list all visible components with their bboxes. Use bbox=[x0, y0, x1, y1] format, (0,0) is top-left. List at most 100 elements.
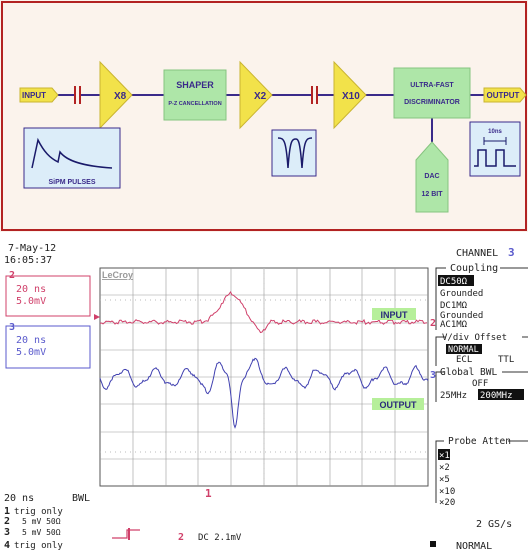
probe-option-4[interactable]: ×10 bbox=[439, 487, 455, 497]
pulse-width-label: 10ns bbox=[488, 129, 502, 135]
trigger-edge-icon bbox=[112, 529, 140, 539]
coupling-selected-bg bbox=[438, 275, 474, 286]
dac-line2: 12 BIT bbox=[421, 191, 443, 198]
trig-line-3-num: 3 bbox=[4, 527, 10, 538]
coupling-option-4[interactable]: Grounded bbox=[440, 311, 483, 321]
pulse-width-bracket bbox=[483, 137, 507, 145]
coupling-capacitor-1-icon bbox=[74, 86, 81, 104]
vdiv-ecl[interactable]: ECL bbox=[456, 355, 472, 365]
input-trace-label: INPUT bbox=[381, 310, 409, 320]
bwl-state: OFF bbox=[472, 379, 488, 389]
scope-time: 16:05:37 bbox=[4, 255, 52, 266]
timebase-readout: 20 ns bbox=[4, 493, 34, 504]
channel-3-volts: 5.0mV bbox=[16, 347, 46, 358]
output-trace bbox=[99, 357, 429, 429]
digital-output-panel: 10ns bbox=[469, 121, 521, 177]
coupling-menu[interactable]: Coupling DC50Ω Grounded DC1MΩ Grounded A… bbox=[435, 263, 528, 330]
channel-3-timebase: 20 ns bbox=[16, 335, 46, 346]
channel-2-volts: 5.0mV bbox=[16, 296, 46, 307]
trig-line-2-text: 5 mV 50Ω bbox=[22, 517, 61, 526]
trig-line-1-text: trig only bbox=[14, 507, 63, 517]
trigger-position-marker[interactable]: 1 bbox=[205, 487, 212, 500]
discriminator-line1: ULTRA-FAST bbox=[410, 82, 454, 89]
probe-selected-bg bbox=[438, 449, 450, 460]
coupling-option-5[interactable]: AC1MΩ bbox=[440, 320, 468, 330]
channel-menu-number: 3 bbox=[508, 246, 515, 259]
output-trace-label: OUTPUT bbox=[380, 400, 418, 410]
amplifier-x2-label: X2 bbox=[254, 91, 267, 102]
bwl-200mhz[interactable]: 200MHz bbox=[480, 391, 513, 401]
sipm-pulse-waveform bbox=[31, 137, 113, 169]
coupling-capacitor-2-icon bbox=[311, 86, 318, 104]
signal-wire bbox=[58, 94, 484, 142]
trig-line-1-num: 1 bbox=[4, 506, 10, 517]
amplifier-x10: X10 bbox=[333, 60, 367, 130]
shaped-pulse-waveform bbox=[277, 137, 313, 169]
amplifier-x10-label: X10 bbox=[342, 91, 360, 102]
oscilloscope-screen: 7-May-12 16:05:37 2 20 ns 5.0mV 3 20 ns … bbox=[0, 236, 528, 552]
discriminator-block: ULTRA-FAST DISCRIMINATOR bbox=[393, 67, 471, 119]
output-tag: OUTPUT bbox=[483, 87, 527, 103]
channel-3-label[interactable]: 3 20 ns 5.0mV bbox=[5, 322, 91, 369]
channel-2-label[interactable]: 2 20 ns 5.0mV bbox=[5, 270, 91, 317]
channel-3-number: 3 bbox=[9, 322, 15, 333]
dac-line1: DAC bbox=[424, 173, 439, 180]
vdiv-ttl[interactable]: TTL bbox=[498, 355, 514, 365]
global-bwl-menu[interactable]: Global BWL OFF 25MHz 200MHz bbox=[435, 367, 528, 402]
scope-date: 7-May-12 bbox=[8, 243, 56, 254]
lecroy-logo: LeCroy bbox=[102, 270, 133, 280]
sample-rate: 2 GS/s bbox=[476, 519, 512, 530]
bwl-selected-bg bbox=[478, 389, 524, 400]
coupling-option-1[interactable]: DC50Ω bbox=[440, 277, 468, 287]
dac-block: DAC 12 BIT bbox=[415, 141, 449, 213]
input-trace-label-bg bbox=[372, 308, 416, 320]
shaped-pulse-panel bbox=[271, 129, 317, 177]
channel-2-timebase: 20 ns bbox=[16, 284, 46, 295]
probe-option-2[interactable]: ×2 bbox=[439, 463, 450, 473]
bwl-title: Global BWL bbox=[440, 367, 497, 378]
acq-mode-indicator-icon bbox=[430, 541, 436, 547]
block-diagram: INPUT X8 X2 X10 SHAPER P-Z CANCELLATION … bbox=[0, 0, 528, 232]
trigger-source: 2 bbox=[178, 532, 184, 543]
trig-line-4-num: 4 bbox=[4, 540, 10, 551]
channel-2-number: 2 bbox=[9, 270, 15, 281]
sipm-pulses-label: SiPM PULSES bbox=[48, 179, 95, 186]
discriminator-line2: DISCRIMINATOR bbox=[404, 99, 460, 106]
trig-line-2-num: 2 bbox=[4, 516, 10, 527]
channel-menu-title: CHANNEL bbox=[456, 248, 498, 259]
output-trace-label-bg bbox=[372, 398, 424, 410]
output-trace-marker: 3 bbox=[430, 370, 436, 381]
digital-pulse-waveform bbox=[474, 149, 516, 167]
coupling-title: Coupling bbox=[450, 263, 498, 274]
trigger-level: DC 2.1mV bbox=[198, 533, 242, 543]
trigger-summary: 1 trig only 2 5 mV 50Ω 3 5 mV 50Ω 4 trig… bbox=[4, 506, 63, 551]
input-trace-marker: 2 bbox=[430, 318, 436, 329]
input-label: INPUT bbox=[22, 91, 46, 100]
input-offset-marker[interactable] bbox=[94, 314, 100, 320]
amplifier-x8-label: X8 bbox=[114, 91, 127, 102]
probe-option-1[interactable]: ×1 bbox=[439, 451, 450, 461]
bwl-indicator: BWL bbox=[72, 493, 90, 504]
input-trace bbox=[99, 291, 428, 334]
input-tag: INPUT bbox=[19, 87, 59, 103]
acq-mode: NORMAL bbox=[456, 541, 492, 552]
shaper-subtitle: P-Z CANCELLATION bbox=[168, 101, 221, 107]
probe-title: Probe Atten bbox=[448, 436, 511, 447]
probe-option-3[interactable]: ×5 bbox=[439, 475, 450, 485]
sipm-pulses-panel: SiPM PULSES bbox=[23, 127, 121, 189]
shaper-title: SHAPER bbox=[176, 80, 214, 90]
output-label: OUTPUT bbox=[487, 91, 520, 100]
shaper-block: SHAPER P-Z CANCELLATION bbox=[163, 69, 227, 121]
probe-option-5[interactable]: ×20 bbox=[439, 498, 455, 508]
probe-atten-menu[interactable]: Probe Atten ×1 ×2 ×5 ×10 ×20 bbox=[435, 436, 528, 508]
vdiv-offset-menu[interactable]: V/div Offset NORMAL ECL TTL bbox=[435, 333, 528, 366]
vdiv-selected[interactable]: NORMAL bbox=[448, 345, 479, 355]
vdiv-title: V/div Offset bbox=[442, 333, 507, 343]
vdiv-selected-bg bbox=[446, 344, 482, 354]
coupling-option-2[interactable]: Grounded bbox=[440, 289, 483, 299]
amplifier-x2: X2 bbox=[239, 60, 273, 130]
bwl-25mhz[interactable]: 25MHz bbox=[440, 391, 467, 401]
coupling-option-3[interactable]: DC1MΩ bbox=[440, 301, 468, 311]
amplifier-x8: X8 bbox=[99, 60, 133, 130]
trig-line-4-text: trig only bbox=[14, 541, 63, 551]
